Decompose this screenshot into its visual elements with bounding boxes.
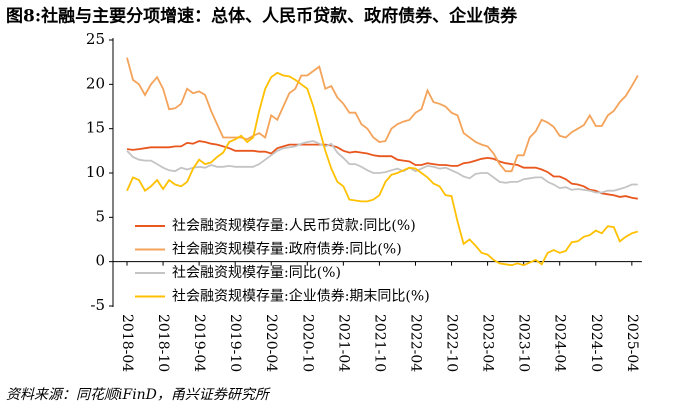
y-tick-label: 15 <box>86 119 105 137</box>
y-tick-label: 5 <box>95 207 105 225</box>
x-tick-label: 2022-10 <box>444 314 460 372</box>
x-tick-label: 2022-04 <box>407 314 423 372</box>
y-tick-label: -5 <box>90 296 105 314</box>
x-tick-label: 2024-10 <box>588 314 604 372</box>
source-note: 资料来源：同花顺iFinD，甬兴证券研究所 <box>6 387 271 403</box>
x-tick-label: 2024-04 <box>552 314 568 372</box>
x-tick-label: 2019-10 <box>227 314 243 372</box>
legend-label: 社会融资规模存量:政府债券:同比(%) <box>172 242 402 258</box>
x-tick-label: 2025-04 <box>624 314 640 372</box>
x-tick-label: 2021-04 <box>335 314 351 372</box>
y-tick-label: 0 <box>95 252 105 270</box>
y-tick-label: 20 <box>86 74 105 92</box>
series-line <box>126 57 639 173</box>
x-tick-label: 2019-04 <box>191 314 207 372</box>
legend-label: 社会融资规模存量:人民币贷款:同比(%) <box>172 218 416 234</box>
x-tick-label: 2021-10 <box>371 314 387 372</box>
chart-title: 图8:社融与主要分项增速：总体、人民币贷款、政府债券、企业债券 <box>6 6 518 27</box>
x-tick-label: 2020-04 <box>263 314 279 372</box>
series-line <box>126 140 638 194</box>
legend-label: 社会融资规模存量:企业债券:期末同比(%) <box>172 288 430 305</box>
x-tick-label: 2018-04 <box>119 314 135 372</box>
x-tick-label: 2023-04 <box>480 314 496 372</box>
series-line <box>126 140 638 200</box>
x-tick-label: 2018-10 <box>155 314 171 372</box>
x-tick-label: 2020-10 <box>299 314 315 372</box>
y-tick-label: 10 <box>86 163 105 181</box>
y-tick-label: 25 <box>86 30 105 48</box>
legend-label: 社会融资规模存量:同比(%) <box>172 265 341 281</box>
series-line <box>126 71 639 267</box>
x-tick-label: 2023-10 <box>516 314 532 372</box>
